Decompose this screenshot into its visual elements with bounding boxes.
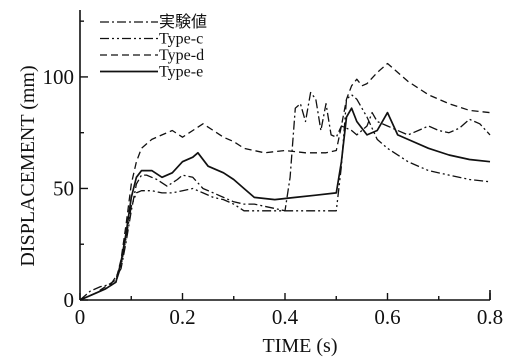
x-tick-label: 0.4 bbox=[272, 305, 299, 329]
series-line-2 bbox=[79, 62, 491, 301]
series-line-0 bbox=[79, 91, 491, 301]
y-tick-label: 100 bbox=[43, 65, 75, 89]
x-tick-label: 0.8 bbox=[477, 305, 503, 329]
ticks-layer: 0 0.2 0.4 0.6 0.8 0 50 100 bbox=[43, 20, 503, 329]
x-tick-label: 0 bbox=[75, 305, 86, 329]
y-axis-title: DISPLACEMENT (mm) bbox=[17, 65, 39, 266]
x-axis-title: TIME (s) bbox=[263, 335, 338, 357]
legend-label-1: Type-c bbox=[159, 31, 203, 48]
series-line-3 bbox=[79, 107, 491, 301]
legend-label-2: Type-d bbox=[159, 47, 204, 64]
x-tick-label: 0.6 bbox=[374, 305, 400, 329]
y-tick-label: 0 bbox=[64, 288, 75, 312]
plot-frame bbox=[79, 10, 491, 301]
y-tick-label: 50 bbox=[53, 176, 74, 200]
legend-label-0: 実験値 bbox=[159, 13, 207, 31]
series-layer bbox=[79, 62, 491, 301]
x-tick-label: 0.2 bbox=[169, 305, 195, 329]
legend-label-3: Type-e bbox=[159, 64, 203, 81]
series-line-1 bbox=[79, 94, 491, 301]
